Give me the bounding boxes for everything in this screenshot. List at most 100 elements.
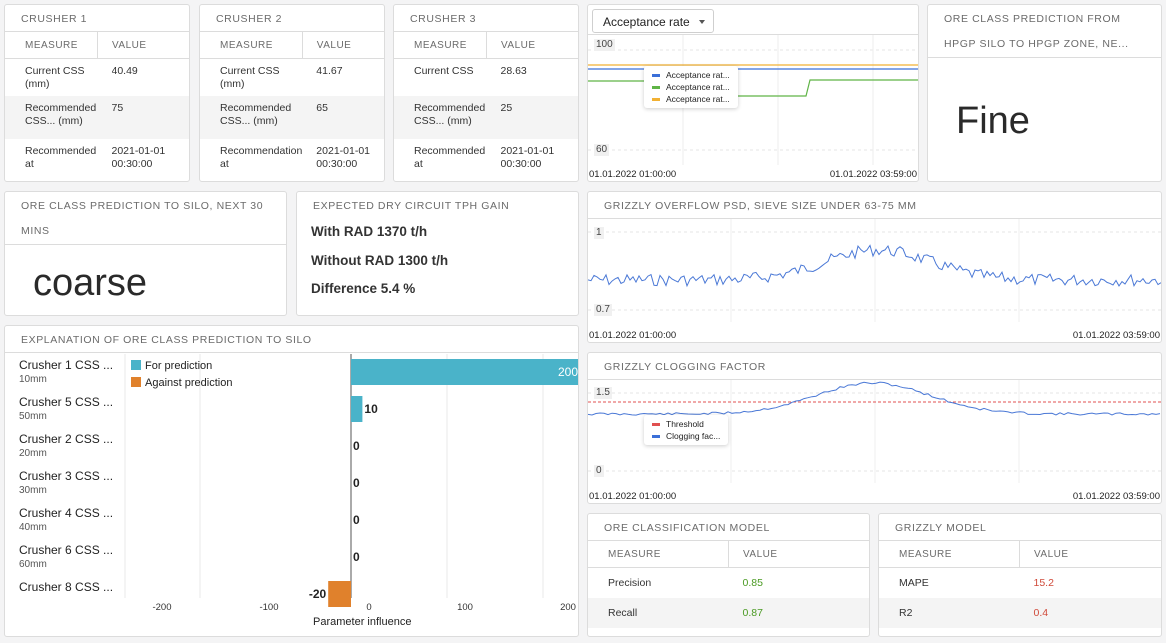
crusher-2-table: MEASURE VALUE Current CSS (mm) 41.67 Recom… — [200, 31, 384, 176]
acceptance-rate-dropdown[interactable]: Acceptance rate — [592, 9, 714, 33]
acceptance-rate-panel: Acceptance rate 100 60 Acceptance rat...… — [587, 4, 919, 182]
value-header: VALUE — [97, 31, 189, 59]
x-axis-start: 01.01.2022 01:00:00 — [589, 491, 677, 502]
explain-row-label: Crusher 5 CSS ... 50mm — [19, 395, 129, 422]
bar-label: 0 — [353, 550, 360, 564]
panel-title: ORE CLASSIFICATION MODEL — [604, 522, 770, 534]
panel-title: GRIZZLY MODEL — [895, 522, 987, 534]
table-row: MAPE 15.2 — [879, 568, 1161, 599]
measure-header: MEASURE — [394, 31, 487, 59]
measure-header: MEASURE — [200, 31, 303, 59]
crusher-1-title: CRUSHER 1 — [21, 13, 88, 25]
table-row: Recommendation at 2021-01-01 00:30:00 — [200, 139, 384, 176]
parameter-name: Crusher 6 CSS ... — [19, 543, 114, 557]
value-header: VALUE — [728, 540, 869, 568]
parameter-name: Crusher 8 CSS ... — [19, 580, 114, 594]
explain-row-label: Crusher 4 CSS ... 40mm — [19, 506, 129, 533]
ore-class-silo-panel: ORE CLASS PREDICTION TO SILO, NEXT 30 MI… — [4, 191, 287, 316]
parameter-value: 60mm — [19, 559, 47, 570]
measure-header: MEASURE — [879, 540, 1020, 568]
ore-class-value: coarse — [33, 262, 148, 304]
parameter-value: 20mm — [19, 448, 47, 459]
parameter-name: Crusher 4 CSS ... — [19, 506, 114, 520]
acceptance-legend: Acceptance rat... Acceptance rat... Acce… — [644, 66, 738, 108]
without-rad-text: Without RAD 1300 t/h — [311, 252, 449, 268]
x-tick-label: -200 — [152, 602, 171, 613]
panel-title: ORE CLASS PREDICTION TO SILO, NEXT 30 — [21, 200, 264, 212]
explain-row-label: Crusher 3 CSS ... 30mm — [19, 469, 129, 496]
chevron-down-icon — [699, 20, 705, 24]
value-cell: 2021-01-01 00:30:00 — [111, 145, 166, 170]
measure-cell: R2 — [899, 607, 913, 619]
x-tick-label: 200 — [560, 602, 576, 613]
measure-cell: Current CSS — [414, 65, 474, 77]
table-row: Recall 0.87 — [588, 598, 869, 628]
acceptance-rate-chart — [588, 35, 918, 165]
x-axis-end: 01.01.2022 03:59:00 — [1072, 491, 1160, 502]
parameter-name: Crusher 1 CSS ... — [19, 358, 114, 372]
measure-cell: Recommended at — [414, 145, 486, 170]
grizzly-psd-chart — [588, 219, 1161, 322]
measure-header: MEASURE — [5, 31, 98, 59]
value-cell: 2021-01-01 00:30:00 — [316, 145, 371, 170]
table-row: R2 0.4 — [879, 598, 1161, 628]
panel-title: ORE CLASS PREDICTION FROM — [944, 13, 1121, 25]
ore-class-value: Fine — [956, 100, 1030, 142]
measure-cell: MAPE — [899, 577, 929, 589]
explain-row-label: Crusher 2 CSS ... 20mm — [19, 432, 129, 459]
measure-header: MEASURE — [588, 540, 729, 568]
crusher-2-panel: CRUSHER 2 MEASURE VALUE Current CSS (mm) 4… — [199, 4, 385, 182]
measure-cell: Recommended CSS... (mm) — [220, 102, 292, 127]
parameter-value: 10mm — [19, 374, 47, 385]
value-cell: 2021-01-01 00:30:00 — [500, 145, 555, 170]
bar-label: 0 — [353, 439, 360, 453]
legend-item: Acceptance rat... — [652, 93, 730, 105]
table-row: Current CSS (mm) 40.49 — [5, 59, 189, 97]
explain-row-label: Crusher 1 CSS ... 10mm — [19, 358, 129, 385]
x-tick-label: 0 — [366, 602, 371, 613]
x-tick-label: -100 — [259, 602, 278, 613]
measure-cell: Current CSS (mm) — [25, 65, 85, 90]
bar-label: -20 — [309, 587, 327, 601]
table-row: Recommended CSS... (mm) 25 — [394, 96, 578, 139]
legend-item: Clogging fac... — [652, 430, 720, 442]
x-axis-label: Parameter influence — [313, 616, 412, 628]
measure-cell: Recommended CSS... (mm) — [414, 102, 486, 127]
ore-model-panel: ORE CLASSIFICATION MODEL MEASURE VALUE Pr… — [587, 513, 870, 637]
value-cell: 41.67 — [316, 65, 343, 77]
value-cell: 40.49 — [111, 65, 138, 77]
measure-cell: Recommendation at — [220, 145, 303, 170]
bar — [351, 359, 578, 385]
x-axis-start: 01.01.2022 01:00:00 — [589, 330, 677, 341]
ore-class-hpgp-panel: ORE CLASS PREDICTION FROM HPGP SILO TO H… — [927, 4, 1162, 182]
x-axis-end: 01.01.2022 03:59:00 — [829, 169, 917, 180]
y-axis-top: 1.5 — [594, 387, 612, 399]
measure-cell: Precision — [608, 577, 652, 589]
parameter-name: Crusher 3 CSS ... — [19, 469, 114, 483]
value-cell: 28.63 — [500, 65, 527, 77]
legend-item-against: Against prediction — [131, 375, 232, 392]
series-line-2 — [588, 79, 918, 97]
table-row: Recommended at 2021-01-01 00:30:00 — [394, 139, 578, 176]
grizzly-psd-panel: GRIZZLY OVERFLOW PSD, SIEVE SIZE UNDER 6… — [587, 191, 1162, 343]
value-header: VALUE — [1019, 540, 1161, 568]
grizzly-model-table: MEASURE VALUE MAPE 15.2 R2 0.4 — [879, 540, 1161, 628]
with-rad-text: With RAD 1370 t/h — [311, 224, 428, 239]
x-axis-start: 01.01.2022 01:00:00 — [589, 169, 677, 180]
value-cell: 65 — [316, 102, 328, 114]
y-axis-top: 1 — [594, 227, 604, 239]
grizzly-model-panel: GRIZZLY MODEL MEASURE VALUE MAPE 15.2 R2 0.… — [878, 513, 1162, 637]
value-cell: 25 — [500, 102, 513, 114]
bar-label: 0 — [353, 513, 360, 527]
grizzly-clog-chart — [588, 380, 1161, 483]
chart-legend: For prediction Against prediction — [131, 358, 232, 392]
parameter-value: 30mm — [19, 485, 47, 496]
difference-text: Difference 5.4 % — [311, 281, 416, 296]
bar-label: 0 — [353, 476, 360, 490]
table-row: Recommended CSS... (mm) 75 — [5, 96, 189, 139]
legend-item: Acceptance rat... — [652, 81, 730, 93]
legend-item-for: For prediction — [131, 358, 232, 375]
measure-cell: Current CSS (mm) — [220, 65, 280, 90]
clog-legend: Threshold Clogging fac... — [644, 415, 729, 445]
clogging-series-line — [588, 381, 1161, 416]
